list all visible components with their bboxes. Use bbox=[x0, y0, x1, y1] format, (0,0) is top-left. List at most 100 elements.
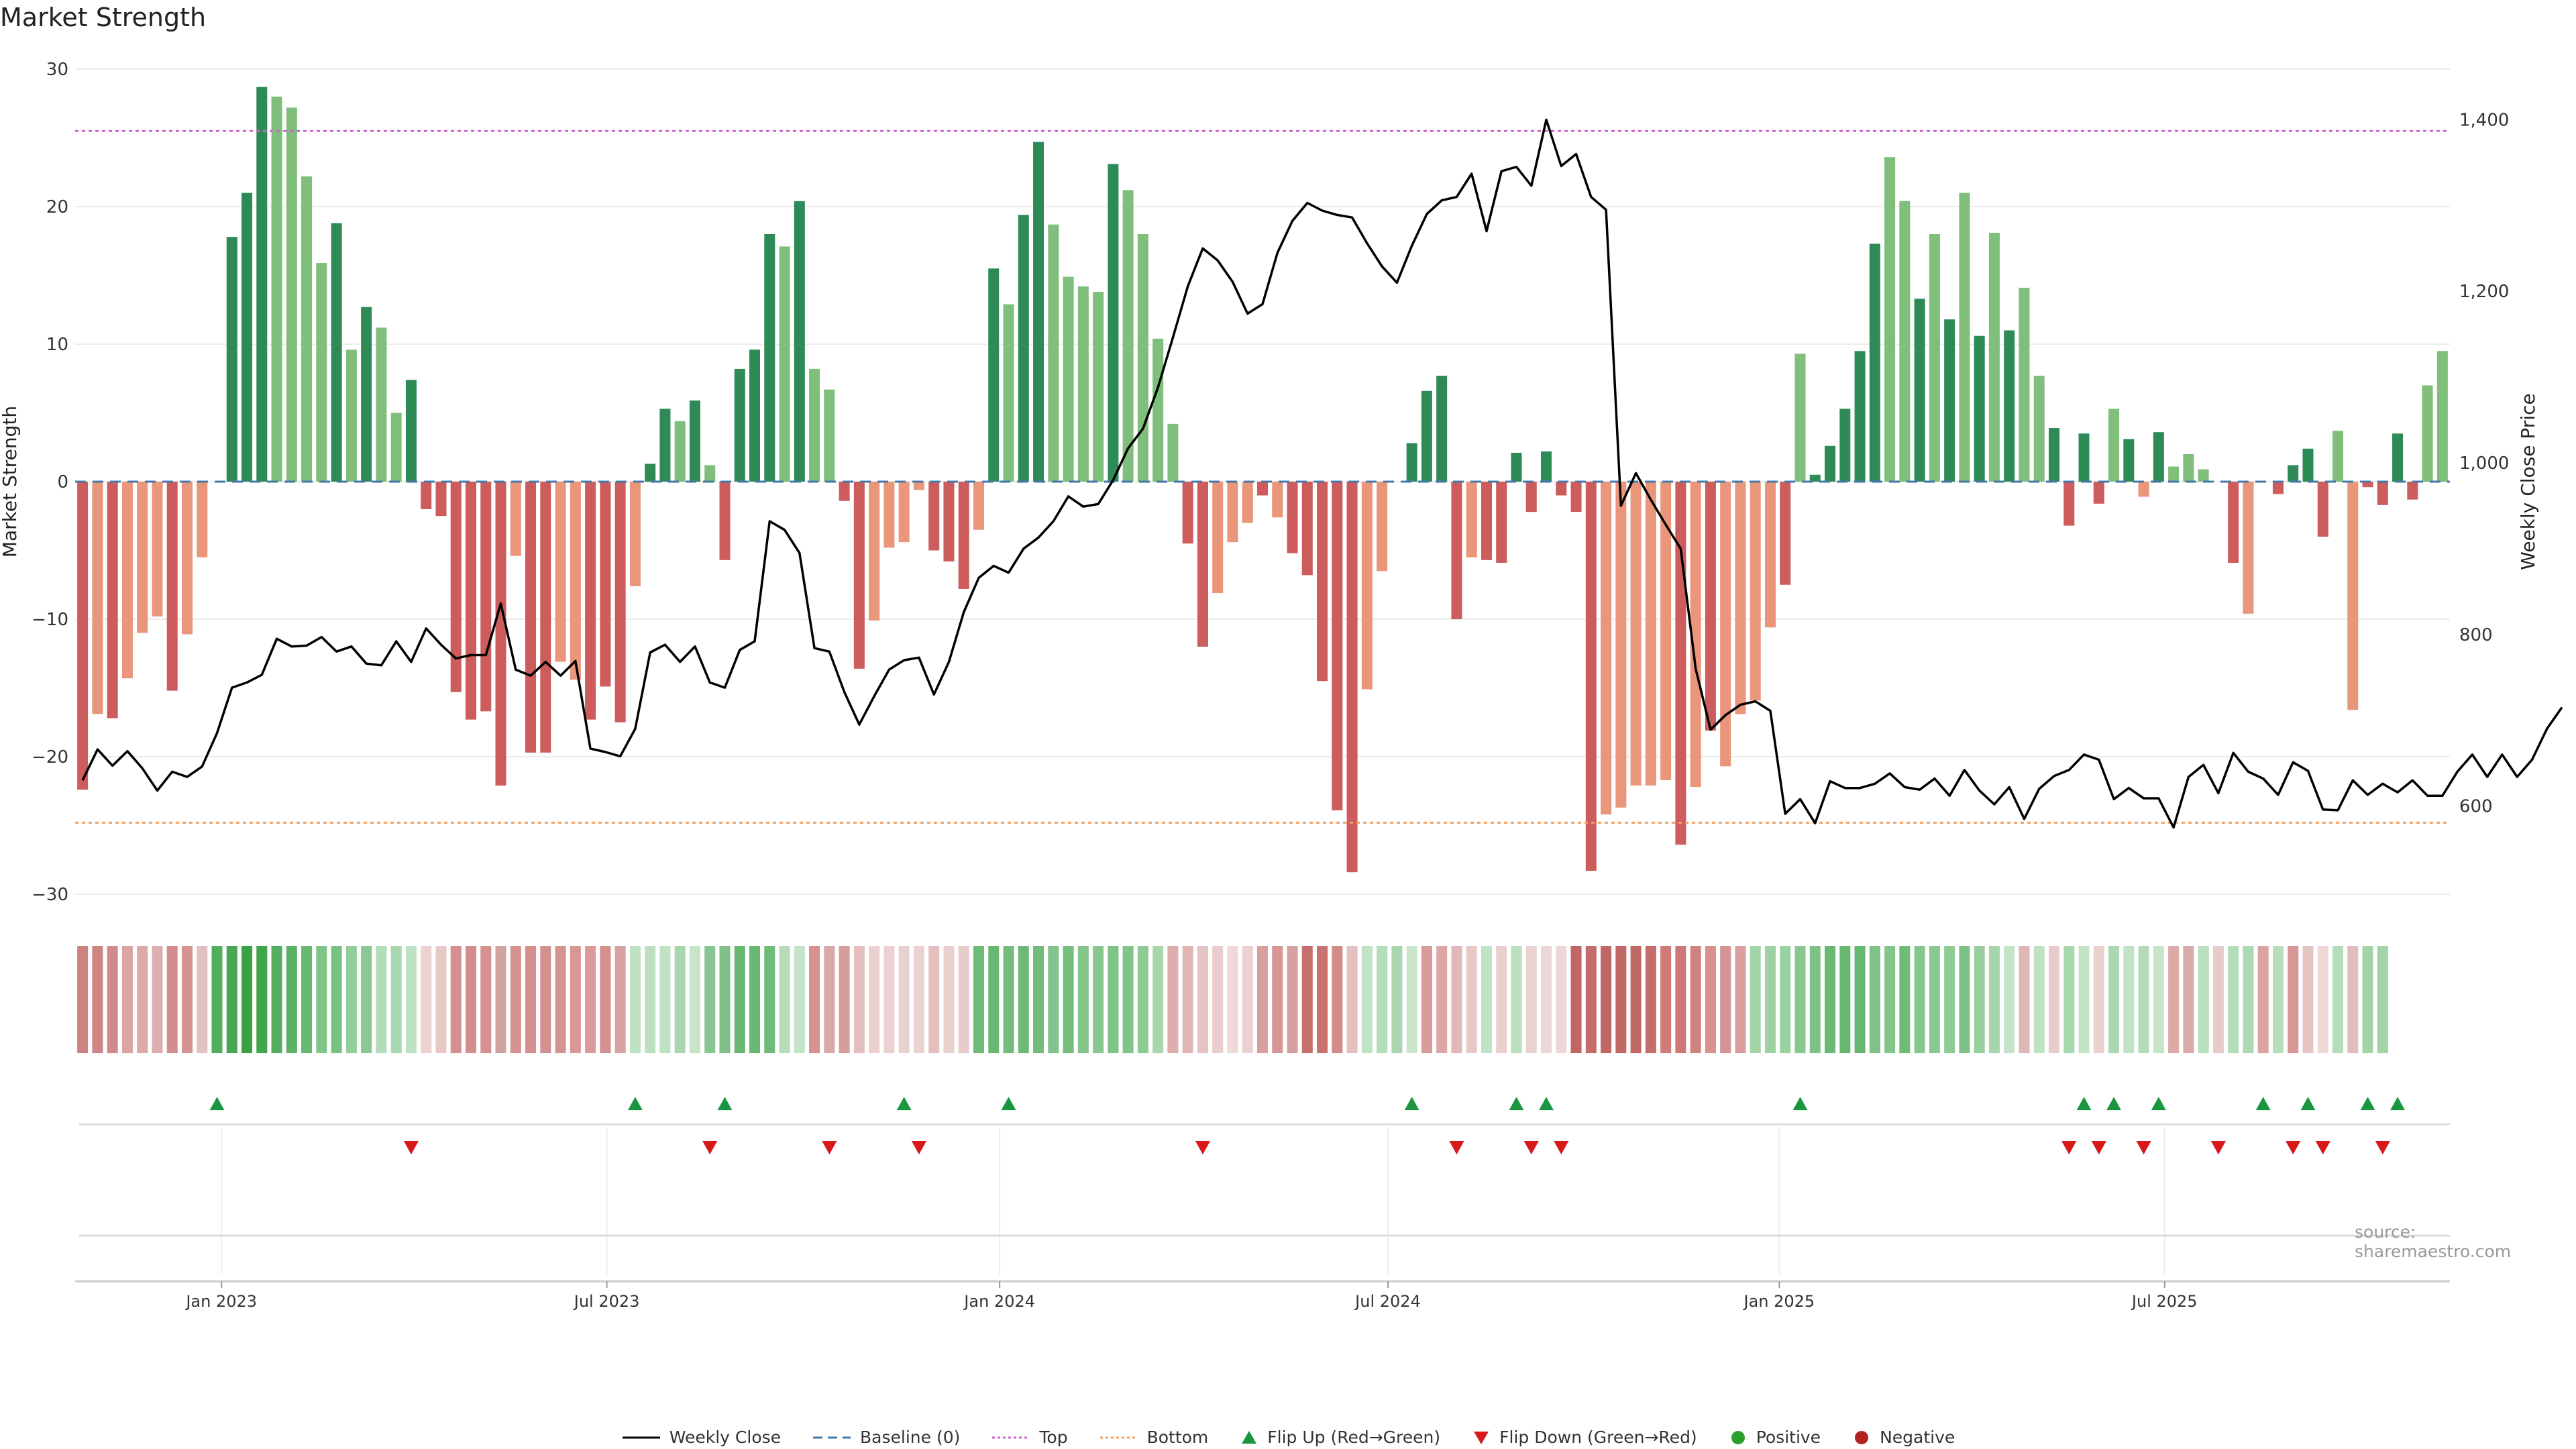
band-cell bbox=[1944, 946, 1955, 1053]
band-cell bbox=[2243, 946, 2254, 1053]
strength-bar bbox=[1825, 445, 1836, 482]
band-cell bbox=[719, 946, 731, 1053]
strength-bar bbox=[1256, 482, 1269, 496]
band-cell bbox=[570, 946, 581, 1053]
band-cell bbox=[1556, 946, 1567, 1053]
legend-label-weekly-close: Weekly Close bbox=[669, 1428, 782, 1447]
line-icon bbox=[622, 1436, 660, 1438]
strength-bar bbox=[1272, 482, 1283, 518]
band-cell bbox=[2272, 946, 2284, 1053]
flip-down-marker bbox=[2286, 1141, 2301, 1155]
strength-bar bbox=[839, 482, 850, 501]
band-cell bbox=[2063, 946, 2075, 1053]
strength-bar bbox=[1511, 452, 1522, 482]
strength-bar bbox=[1077, 286, 1089, 482]
flip-down-marker bbox=[1554, 1141, 1569, 1155]
strength-bar bbox=[1346, 482, 1358, 873]
band-cell bbox=[1272, 946, 1283, 1053]
band-cell bbox=[734, 946, 745, 1053]
band-cell bbox=[1227, 946, 1238, 1053]
band-cell bbox=[1690, 946, 1701, 1053]
strength-bar bbox=[2004, 330, 2015, 482]
strength-bar bbox=[1750, 482, 1761, 700]
strength-bar bbox=[2168, 466, 2180, 482]
flip-down-marker bbox=[403, 1141, 419, 1155]
band-cell bbox=[465, 946, 477, 1053]
band-cell bbox=[1735, 946, 1746, 1053]
band-cell bbox=[2257, 946, 2269, 1053]
legend-label-flip-up: Flip Up (Red→Green) bbox=[1267, 1428, 1441, 1447]
strength-bar bbox=[1914, 299, 1925, 482]
legend-item-baseline[interactable]: Baseline (0) bbox=[812, 1428, 960, 1447]
strength-bar bbox=[316, 263, 327, 482]
band-cell bbox=[1287, 946, 1298, 1053]
strength-bar bbox=[1869, 244, 1880, 482]
strength-bar bbox=[2436, 351, 2448, 482]
flip-up-marker bbox=[1539, 1097, 1554, 1110]
strength-bar bbox=[1884, 157, 1896, 482]
band-cell bbox=[2004, 946, 2015, 1053]
legend: Weekly Close Baseline (0) Top Bottom Fli… bbox=[0, 1428, 2576, 1447]
legend-item-bottom[interactable]: Bottom bbox=[1099, 1428, 1208, 1447]
legend-item-weekly-close[interactable]: Weekly Close bbox=[621, 1428, 781, 1447]
strength-bar bbox=[1421, 390, 1432, 482]
band-cell bbox=[137, 946, 148, 1053]
strength-bar bbox=[2123, 439, 2135, 482]
strength-bar bbox=[824, 389, 835, 482]
legend-item-negative[interactable]: Negative bbox=[1851, 1428, 1955, 1447]
band-cell bbox=[226, 946, 237, 1053]
strength-bar bbox=[1406, 443, 1417, 482]
legend-item-top[interactable]: Top bbox=[991, 1428, 1068, 1447]
strength-bar bbox=[1152, 338, 1164, 482]
strength-bar bbox=[1481, 482, 1492, 560]
strength-bar bbox=[77, 482, 89, 790]
strength-bar bbox=[540, 482, 551, 753]
band-cell bbox=[869, 946, 880, 1053]
band-cell bbox=[1988, 946, 2000, 1053]
y2-tick-label: 800 bbox=[2459, 625, 2493, 645]
legend-item-flip-up[interactable]: Flip Up (Red→Green) bbox=[1239, 1428, 1440, 1447]
strength-bar bbox=[1466, 482, 1477, 557]
strength-bar bbox=[2183, 454, 2194, 482]
band-cell bbox=[1361, 946, 1373, 1053]
legend-item-flip-down[interactable]: Flip Down (Green→Red) bbox=[1471, 1428, 1697, 1447]
band-cell bbox=[1899, 946, 1911, 1053]
circle-icon bbox=[1731, 1430, 1745, 1444]
flip-up-marker bbox=[1404, 1097, 1419, 1110]
flip-down-marker bbox=[911, 1141, 926, 1155]
band-cell bbox=[2138, 946, 2149, 1053]
strength-bar bbox=[958, 482, 969, 589]
band-cell bbox=[1406, 946, 1417, 1053]
band-cell bbox=[1869, 946, 1880, 1053]
strength-bar bbox=[2198, 469, 2209, 482]
band-cell bbox=[1929, 946, 1940, 1053]
strength-bar bbox=[525, 482, 537, 753]
strength-bar bbox=[2228, 482, 2239, 563]
strength-bar bbox=[2288, 465, 2299, 482]
strength-bar bbox=[943, 482, 955, 561]
strength-bar bbox=[1929, 234, 1940, 482]
legend-item-positive[interactable]: Positive bbox=[1728, 1428, 1821, 1447]
band-cell bbox=[645, 946, 656, 1053]
source-note: source: sharemaestro.com bbox=[2355, 1222, 2512, 1261]
strength-bar bbox=[1601, 482, 1612, 815]
strength-bar bbox=[286, 107, 297, 482]
strength-bar bbox=[1212, 482, 1224, 594]
flip-down-marker bbox=[702, 1141, 718, 1155]
flip-up-marker bbox=[1509, 1097, 1524, 1110]
strength-bar bbox=[361, 307, 372, 482]
strength-bar bbox=[779, 246, 790, 482]
strength-bar bbox=[1287, 482, 1298, 553]
band-cell bbox=[704, 946, 716, 1053]
strength-bar bbox=[2108, 409, 2120, 482]
strength-bar bbox=[1585, 482, 1597, 871]
band-cell bbox=[1332, 946, 1343, 1053]
band-cell bbox=[1466, 946, 1477, 1053]
band-cell bbox=[181, 946, 193, 1053]
strength-bar bbox=[645, 464, 656, 482]
y-tick-label: −30 bbox=[32, 885, 68, 905]
x-tick-label: Jan 2025 bbox=[1742, 1292, 1815, 1311]
band-cell bbox=[2033, 946, 2045, 1053]
strength-bar bbox=[1705, 482, 1716, 731]
circle-icon bbox=[1855, 1430, 1869, 1444]
